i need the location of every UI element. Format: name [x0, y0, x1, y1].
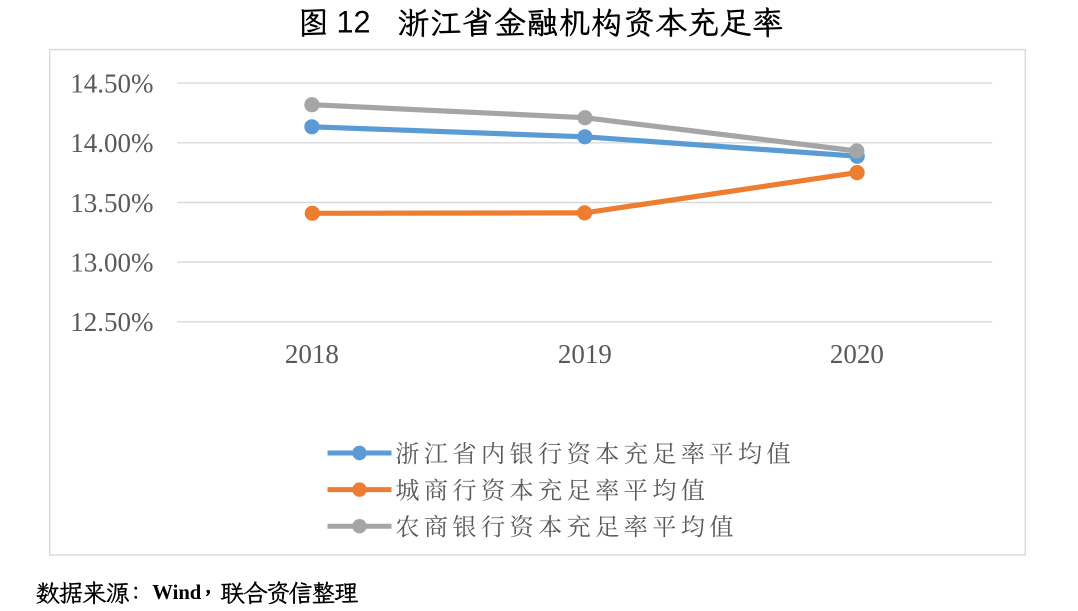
- svg-text:Wind: Wind: [152, 580, 201, 604]
- svg-text:13.00%: 13.00%: [70, 247, 153, 277]
- svg-text:2019: 2019: [558, 339, 612, 369]
- svg-text:14.50%: 14.50%: [70, 68, 153, 98]
- svg-text:14.00%: 14.00%: [70, 128, 153, 158]
- svg-text:2020: 2020: [830, 339, 884, 369]
- svg-text:12: 12: [337, 5, 371, 40]
- svg-text:2018: 2018: [285, 339, 339, 369]
- svg-text:12.50%: 12.50%: [70, 307, 153, 337]
- svg-text:13.50%: 13.50%: [70, 188, 153, 218]
